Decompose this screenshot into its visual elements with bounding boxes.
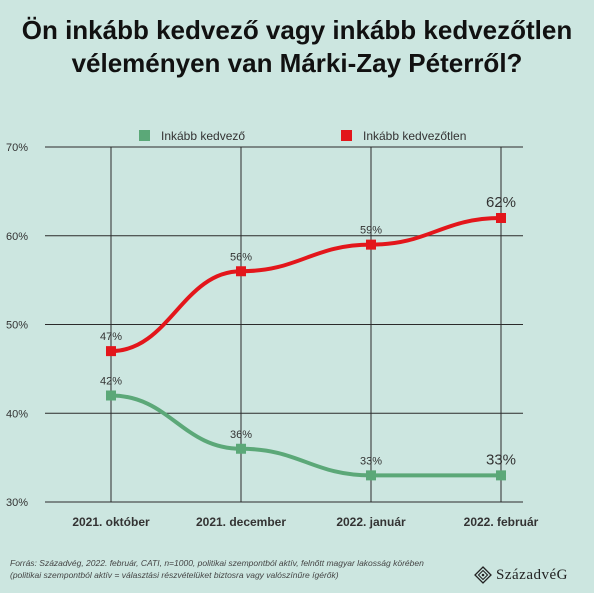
brand-name: SzázadvéG (496, 566, 568, 583)
data-label: 47% (100, 331, 122, 343)
legend-swatch (341, 130, 352, 141)
data-point (236, 443, 246, 454)
y-tick-label: 50% (6, 320, 28, 332)
data-label: 56% (230, 251, 252, 263)
data-label: 42% (100, 376, 122, 388)
chart-title-line-1: Ön inkább kedvező vagy inkább kedvezőtle… (21, 15, 573, 45)
y-tick-label: 30% (6, 497, 28, 509)
data-point (106, 390, 116, 401)
series-line (109, 216, 503, 354)
x-tick-label: 2022. január (336, 515, 406, 529)
legend-swatch (139, 130, 150, 141)
y-tick-label: 40% (6, 408, 28, 420)
data-point (366, 239, 376, 250)
data-label: 59% (360, 225, 382, 237)
data-point (496, 213, 506, 223)
footnote-line-1: Forrás: Századvég, 2022. február, CATI, … (10, 558, 424, 568)
diamond-logo-icon (474, 566, 492, 584)
source-footnote: Forrás: Századvég, 2022. február, CATI, … (10, 557, 480, 581)
data-point (366, 470, 376, 481)
legend-label: Inkább kedvezőtlen (363, 129, 466, 143)
series-line (109, 393, 503, 478)
chart-title-line-2: véleményen van Márki-Zay Péterről? (71, 48, 523, 78)
x-tick-label: 2021. december (196, 515, 286, 529)
footnote-line-2: (politikai szempontból aktív = választás… (10, 570, 339, 580)
y-tick-label: 60% (6, 231, 28, 243)
x-tick-label: 2021. október (72, 515, 150, 529)
brand-logo: SzázadvéG (474, 564, 568, 586)
data-label: 33% (486, 451, 516, 468)
chart-title: Ön inkább kedvező vagy inkább kedvezőtle… (0, 14, 594, 80)
data-label: 33% (360, 455, 382, 467)
data-point (236, 266, 246, 277)
y-tick-label: 70% (6, 142, 28, 154)
data-point (106, 346, 116, 357)
legend-label: Inkább kedvező (161, 129, 245, 143)
x-tick-label: 2022. február (464, 515, 539, 529)
data-point (496, 470, 506, 481)
data-label: 62% (486, 194, 516, 211)
data-label: 36% (230, 429, 252, 441)
